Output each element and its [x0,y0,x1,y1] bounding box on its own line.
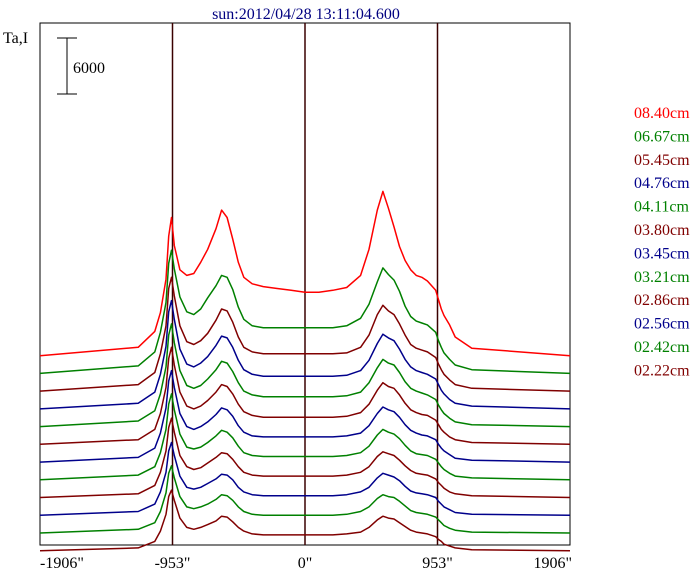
legend-entry-04.11cm: 04.11cm [634,199,690,216]
y-axis-label: Ta,I [3,30,28,47]
legend: 08.40cm 06.67cm 05.45cm 04.76cm 04.11cm 03.80… [634,105,690,379]
trace-06.67cm [39,249,571,375]
scale-bar-label: 6000 [73,60,105,77]
x-tick-label-4: 1906" [533,555,572,572]
legend-entry-02.22cm: 02.22cm [634,362,690,379]
trace-02.86cm [39,417,571,499]
chart-title: sun:2012/04/28 13:11:04.600 [212,6,400,23]
trace-05.45cm [39,276,571,392]
trace-03.21cm [39,393,571,481]
legend-entry-02.56cm: 02.56cm [634,316,690,333]
legend-entry-03.21cm: 03.21cm [634,269,690,286]
profile-traces [39,190,571,552]
trace-04.11cm [39,323,571,428]
trace-08.40cm [39,190,571,357]
trace-03.80cm [39,346,571,446]
legend-entry-08.40cm: 08.40cm [634,105,690,122]
legend-entry-02.86cm: 02.86cm [634,292,690,309]
legend-entry-03.80cm: 03.80cm [634,222,690,239]
x-tick-label-0: -1906" [40,555,84,572]
x-tick-labels: -1906" -953" 0" 953" 1906" [40,555,572,572]
trace-02.42cm [39,465,571,534]
legend-entry-02.42cm: 02.42cm [634,339,690,356]
legend-entry-03.45cm: 03.45cm [634,245,690,262]
x-tick-label-3: 953" [422,555,453,572]
legend-entry-04.76cm: 04.76cm [634,175,690,192]
scale-bar: 6000 [57,37,105,95]
legend-entry-05.45cm: 05.45cm [634,152,690,169]
trace-02.56cm [39,441,571,517]
x-tick-label-1: -953" [155,555,191,572]
trace-04.76cm [39,299,571,410]
legend-entry-06.67cm: 06.67cm [634,128,690,145]
reference-lines [171,23,439,545]
trace-02.22cm [39,489,571,552]
x-tick-label-2: 0" [298,555,313,572]
trace-03.45cm [39,369,571,463]
